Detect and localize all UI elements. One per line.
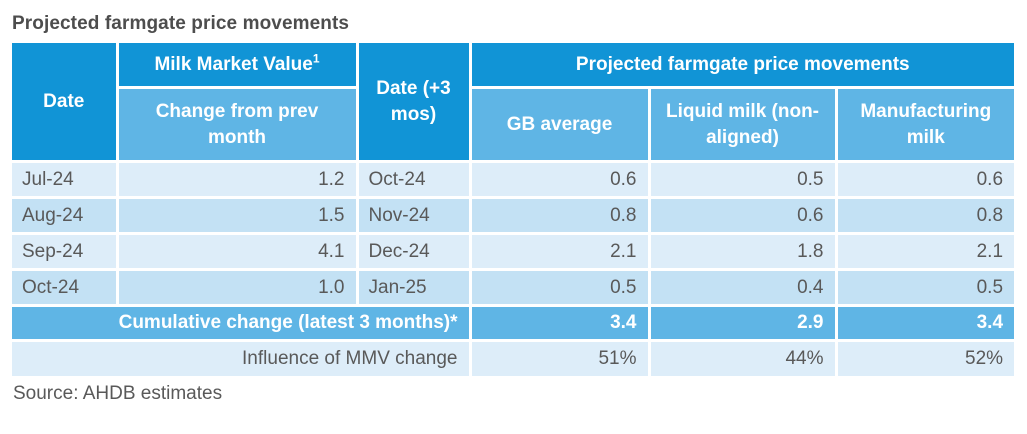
cell-date-plus3: Dec-24 [355, 232, 472, 271]
cell-liquid-milk: 1.8 [647, 232, 838, 271]
header-milk-market-value-label: Milk Market Value [154, 53, 313, 75]
source-note: Source: AHDB estimates [13, 383, 223, 404]
cell-manufacturing-milk: 0.5 [834, 268, 1015, 307]
cell-mmv-change: 1.2 [115, 160, 359, 199]
cell-manufacturing-milk: 2.1 [834, 232, 1015, 271]
cell-mmv-change: 1.5 [115, 196, 359, 235]
influence-row: Influence of MMV change 51% 44% 52% [12, 339, 1015, 376]
cell-manufacturing-milk: 0.8 [834, 196, 1015, 235]
header-date: Date [12, 43, 119, 163]
cumulative-liquid-milk: 2.9 [647, 304, 838, 342]
header-gb-average: GB average [468, 86, 651, 163]
cell-date-plus3: Nov-24 [355, 196, 472, 235]
cell-mmv-change: 1.0 [115, 268, 359, 307]
cell-date: Aug-24 [12, 196, 119, 235]
header-milk-market-value: Milk Market Value1 [115, 43, 359, 89]
table-row: Aug-24 1.5 Nov-24 0.8 0.6 0.8 [12, 196, 1015, 235]
cell-liquid-milk: 0.4 [647, 268, 838, 307]
header-liquid-milk: Liquid milk (non-aligned) [647, 86, 838, 163]
header-projected-group: Projected farmgate price movements [468, 43, 1015, 89]
cell-date-plus3: Oct-24 [355, 160, 472, 199]
cell-date: Oct-24 [12, 268, 119, 307]
influence-manufacturing-milk: 52% [834, 339, 1015, 376]
table-row: Oct-24 1.0 Jan-25 0.5 0.4 0.5 [12, 268, 1015, 307]
page-title: Projected farmgate price movements [12, 13, 350, 34]
cell-liquid-milk: 0.6 [647, 196, 838, 235]
farmgate-price-table: Date Milk Market Value1 Date (+3 mos) Pr… [12, 43, 1015, 376]
cell-date-plus3: Jan-25 [355, 268, 472, 307]
cumulative-row: Cumulative change (latest 3 months)* 3.4… [12, 304, 1015, 342]
cell-gb-average: 0.8 [468, 196, 651, 235]
influence-gb-average: 51% [468, 339, 651, 376]
cell-gb-average: 0.6 [468, 160, 651, 199]
footnote-marker: 1 [312, 51, 320, 66]
cell-gb-average: 2.1 [468, 232, 651, 271]
cell-manufacturing-milk: 0.6 [834, 160, 1015, 199]
cumulative-gb-average: 3.4 [468, 304, 651, 342]
cell-liquid-milk: 0.5 [647, 160, 838, 199]
table-row: Sep-24 4.1 Dec-24 2.1 1.8 2.1 [12, 232, 1015, 271]
table-row: Jul-24 1.2 Oct-24 0.6 0.5 0.6 [12, 160, 1015, 199]
header-date-plus-3-months: Date (+3 mos) [355, 43, 472, 163]
influence-label: Influence of MMV change [12, 339, 472, 376]
cell-mmv-change: 4.1 [115, 232, 359, 271]
cell-date: Jul-24 [12, 160, 119, 199]
cumulative-label: Cumulative change (latest 3 months)* [12, 304, 472, 342]
influence-liquid-milk: 44% [647, 339, 838, 376]
header-change-from-prev-month: Change from prev month [117, 86, 359, 163]
header-manufacturing-milk: Manufacturing milk [834, 86, 1015, 163]
cell-date: Sep-24 [12, 232, 119, 271]
page: Projected farmgate price movements Date … [12, 13, 1015, 404]
cumulative-manufacturing-milk: 3.4 [834, 304, 1015, 342]
cell-gb-average: 0.5 [468, 268, 651, 307]
